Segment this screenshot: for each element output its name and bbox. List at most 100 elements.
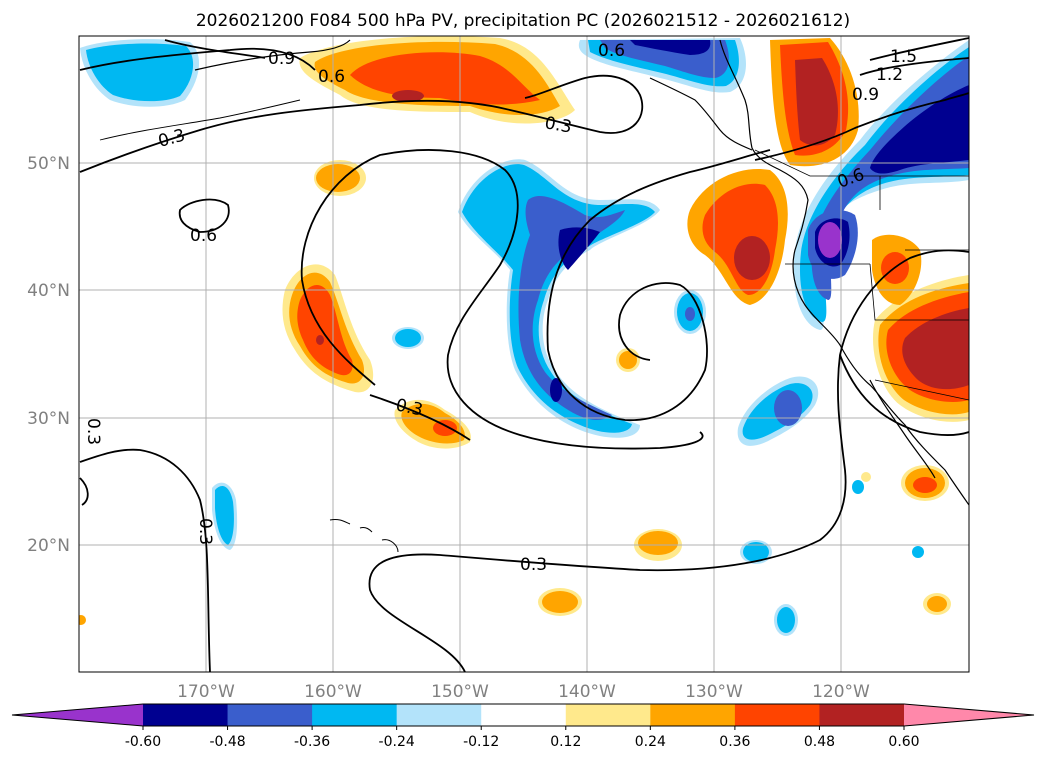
colorbar-bin: [143, 704, 229, 726]
political-borders: [754, 149, 969, 401]
precip-area: [542, 591, 578, 613]
precip-area: [86, 43, 194, 102]
contour-label: 1.2: [876, 65, 903, 85]
precip-area: [861, 472, 871, 482]
precip-area: [870, 85, 969, 174]
contour-line: [754, 92, 969, 161]
colorbar-extend-low: [12, 704, 143, 726]
contour-line: [368, 249, 969, 672]
colorbar-tick-label: -0.60: [125, 734, 161, 750]
alaska-panhandle-coast: [649, 77, 753, 151]
contour-line: [164, 39, 266, 59]
contour-label: 0.6: [598, 41, 625, 61]
precip-area: [79, 615, 86, 625]
y-tick-label: 30°N: [27, 409, 70, 429]
precip-area: [316, 335, 324, 345]
colorbar-bin: [227, 704, 313, 726]
colorbar-tick-label: -0.24: [379, 734, 415, 750]
colorbar-bin: [312, 704, 398, 726]
contour-label: 0.9: [268, 49, 295, 69]
colorbar-bin: [396, 704, 482, 726]
pv-contours: [79, 37, 969, 672]
x-tick-label: 160°W: [304, 682, 362, 702]
precip-area: [685, 307, 695, 321]
contour-line: [79, 448, 211, 672]
contour-label: 0.6: [190, 226, 217, 246]
colorbar-bin: [481, 704, 567, 726]
y-tick-label: 20°N: [27, 536, 70, 556]
precip-area: [902, 308, 969, 390]
precip-area: [392, 90, 424, 102]
precip-area: [927, 596, 947, 612]
precip-area: [433, 420, 457, 436]
baja-california: [869, 379, 936, 479]
colorbar-tick-label: -0.36: [294, 734, 330, 750]
precip-area: [215, 486, 234, 545]
precip-area: [734, 236, 770, 280]
contour-line: [79, 47, 316, 71]
colorbar-tick-label: 0.60: [888, 734, 919, 750]
y-tick-label: 40°N: [27, 281, 70, 301]
colorbar-tick-label: -0.12: [463, 734, 499, 750]
contour-line: [869, 37, 969, 61]
x-tick-label: 150°W: [431, 682, 489, 702]
precip-area: [462, 164, 655, 433]
negative-precip-areas: [80, 38, 969, 636]
map-area: 0.9 0.6 0.3 0.6 0.6 1.5 1.2 0.9 0.3 0.6 …: [79, 36, 969, 672]
precip-area: [774, 390, 802, 426]
precip-area: [550, 378, 562, 402]
precip-area: [395, 329, 421, 347]
contour-line: [79, 477, 89, 506]
colorbar-bin: [734, 704, 820, 726]
colorbar-tick-label: 0.24: [635, 734, 666, 750]
x-tick-label: 130°W: [685, 682, 743, 702]
colorbar-bin: [565, 704, 651, 726]
colorbar: -0.60 -0.48 -0.36 -0.24 -0.12 0.12 0.24 0.36 0.4…: [11, 703, 1035, 750]
precip-area: [518, 195, 625, 420]
contour-label: 0.3: [83, 418, 103, 445]
contour-line: [79, 74, 644, 173]
contour-line: [839, 354, 969, 436]
precip-area: [818, 222, 842, 258]
contour-label: 0.3: [543, 113, 573, 137]
precip-area: [630, 40, 711, 55]
alaska-peninsula-coast: [194, 39, 351, 71]
x-tick-label: 170°W: [177, 682, 235, 702]
chart-title: 2026021200 F084 500 hPa PV, precipitatio…: [196, 11, 850, 31]
axis-labels: 170°W 160°W 150°W 140°W 130°W 120°W 20°N…: [27, 154, 870, 702]
contour-line: [859, 57, 969, 76]
precip-area: [777, 607, 795, 633]
contour-line: [547, 282, 708, 421]
colorbar-extend-high: [904, 704, 1034, 726]
precip-area: [852, 480, 864, 494]
contour-line: [178, 198, 230, 233]
contour-label: 0.9: [852, 85, 879, 105]
x-tick-label: 140°W: [558, 682, 616, 702]
colorbar-tick-label: 0.12: [550, 734, 581, 750]
precip-area: [743, 542, 769, 562]
colorbar-bin: [819, 704, 905, 726]
contour-label: 0.6: [318, 67, 345, 87]
contour-line: [300, 149, 704, 450]
aleutian-islands: [99, 99, 301, 141]
x-tick-label: 120°W: [812, 682, 870, 702]
y-tick-label: 50°N: [27, 154, 70, 174]
contour-line: [546, 149, 771, 351]
contour-label: 1.5: [890, 47, 917, 67]
precip-area: [913, 477, 937, 493]
precip-area: [638, 531, 678, 555]
map-frame: [78, 35, 970, 673]
contour-label: 0.3: [520, 555, 547, 575]
precip-area: [350, 52, 540, 105]
colorbar-tick-label: 0.36: [719, 734, 750, 750]
contour-label: 0.3: [195, 518, 215, 545]
hawaiian-islands: [329, 519, 399, 553]
precip-area: [316, 164, 360, 192]
colorbar-bin: [650, 704, 736, 726]
colorbar-tick-label: -0.48: [209, 734, 245, 750]
precip-area: [558, 227, 600, 270]
colorbar-tick-label: 0.48: [804, 734, 835, 750]
precip-area: [912, 546, 924, 558]
precip-area: [795, 58, 838, 146]
